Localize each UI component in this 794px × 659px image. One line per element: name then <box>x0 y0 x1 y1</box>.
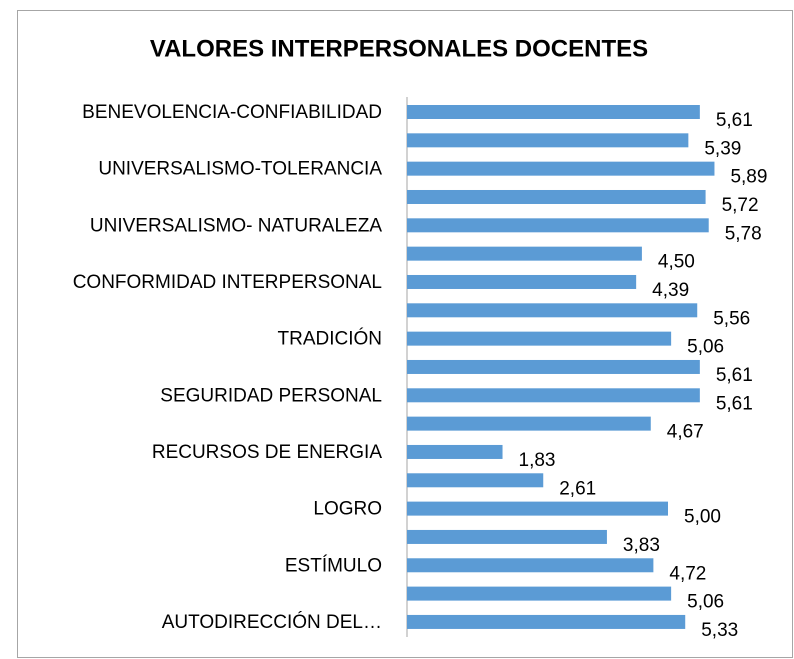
bar <box>407 558 654 573</box>
value-label: 5,33 <box>701 620 738 641</box>
bar <box>407 161 715 176</box>
category-label: LOGRO <box>313 499 382 520</box>
value-label: 5,00 <box>684 507 721 528</box>
bar <box>407 614 686 629</box>
category-label: UNIVERSALISMO- NATURALEZA <box>90 215 382 236</box>
bar <box>407 444 503 459</box>
bar <box>407 501 668 516</box>
category-label: UNIVERSALISMO-TOLERANCIA <box>98 159 382 180</box>
category-label: BENEVOLENCIA-CONFIABILIDAD <box>82 102 382 123</box>
value-label: 5,61 <box>716 110 753 131</box>
value-label: 3,83 <box>623 535 660 556</box>
bar <box>407 189 706 204</box>
bar <box>407 529 607 544</box>
value-label: 5,06 <box>687 337 724 358</box>
value-label: 1,83 <box>519 450 556 471</box>
value-label: 2,61 <box>559 478 596 499</box>
bar <box>407 359 700 374</box>
value-label: 4,50 <box>658 252 695 273</box>
bar <box>407 274 637 289</box>
bar <box>407 133 689 148</box>
value-label: 4,39 <box>652 280 689 301</box>
value-label: 5,89 <box>730 167 767 188</box>
category-label: TRADICIÓN <box>278 328 383 350</box>
bar <box>407 586 672 601</box>
value-label: 5,06 <box>687 592 724 613</box>
bar <box>407 416 651 431</box>
bar <box>407 246 642 261</box>
value-label: 4,67 <box>667 422 704 443</box>
bar <box>407 331 672 346</box>
bar <box>407 303 698 318</box>
category-label: AUTODIRECCIÓN DEL… <box>162 611 382 633</box>
value-label: 5,61 <box>716 365 753 386</box>
value-label: 5,61 <box>716 393 753 414</box>
chart-title: VALORES INTERPERSONALES DOCENTES <box>150 35 648 62</box>
value-label: 4,72 <box>669 563 706 584</box>
category-label: RECURSOS DE ENERGIA <box>152 442 382 463</box>
category-label: ESTÍMULO <box>285 555 382 576</box>
value-label: 5,72 <box>722 195 759 216</box>
category-label: SEGURIDAD PERSONAL <box>160 385 382 406</box>
bar <box>407 388 700 403</box>
value-label: 5,56 <box>713 308 750 329</box>
bar <box>407 218 709 233</box>
category-label: CONFORMIDAD INTERPERSONAL <box>73 272 382 293</box>
bar <box>407 473 544 488</box>
bar <box>407 105 700 119</box>
value-label: 5,78 <box>725 223 762 244</box>
value-label: 5,39 <box>704 138 741 159</box>
